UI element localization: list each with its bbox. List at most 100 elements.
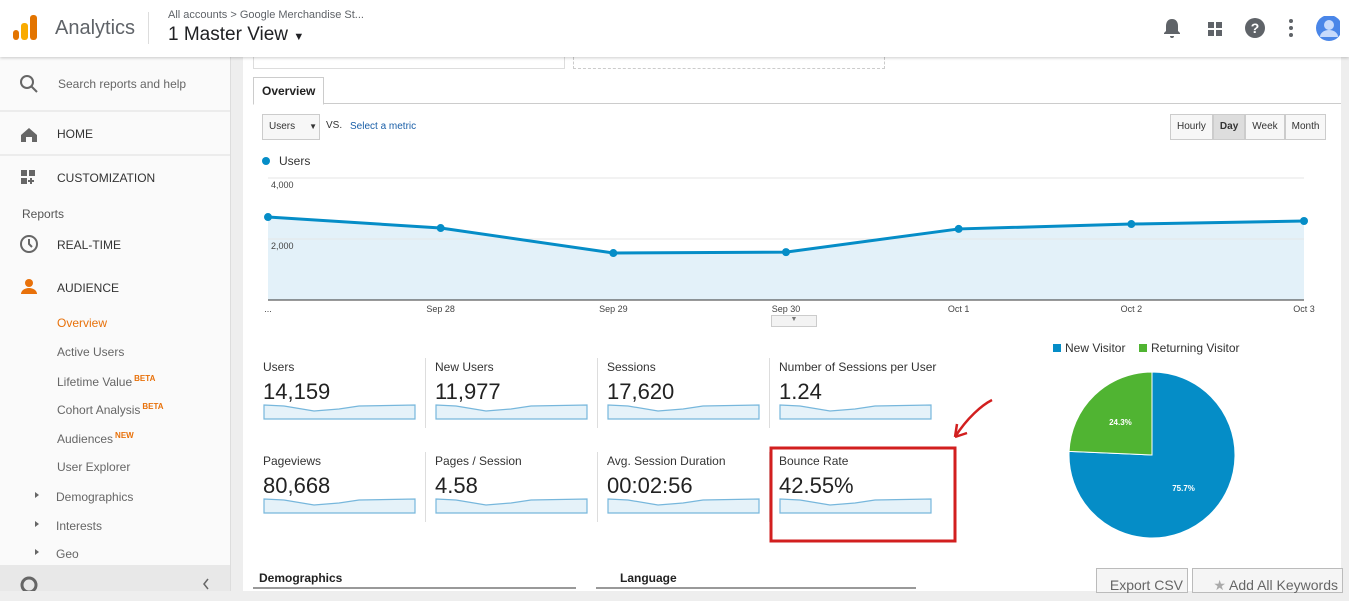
section-title: Language — [620, 571, 677, 585]
help-icon[interactable] — [1245, 18, 1265, 38]
point — [609, 249, 618, 258]
metric-dropdown[interactable]: Users ▼ — [262, 114, 320, 140]
notifications-icon[interactable] — [1164, 19, 1180, 38]
scorecard-value: 17,620 — [607, 379, 675, 404]
view-name[interactable]: 1 Master View — [168, 24, 289, 45]
nav-audience[interactable]: AUDIENCE — [57, 281, 120, 295]
nav-item[interactable]: Active Users — [57, 345, 124, 359]
tab[interactable]: Overview — [253, 77, 325, 105]
apps-icon[interactable] — [1208, 22, 1222, 36]
metric-name[interactable]: Users — [269, 121, 296, 132]
scorecard-label: Pageviews — [263, 454, 322, 468]
breadcrumb[interactable]: All accounts > Google Merchandise St... — [168, 9, 364, 21]
keywords-button[interactable]: ★ Add All Keywords — [1192, 568, 1343, 593]
legend-marker — [262, 157, 270, 165]
x-tick-label: ... — [264, 304, 272, 314]
x-tick-label: Sep 28 — [426, 304, 455, 314]
divider — [597, 452, 598, 522]
logo — [13, 15, 37, 40]
sparkline — [779, 404, 932, 420]
nav-realtime[interactable]: REAL-TIME — [57, 238, 122, 252]
scorecard-value: 42.55% — [779, 473, 854, 498]
vs-label: VS. — [326, 120, 343, 131]
nav-label[interactable]: Lifetime Value — [57, 374, 133, 389]
panel — [253, 57, 565, 69]
scorecard-label: Users — [263, 360, 295, 374]
scorecard-label: Pages / Session — [435, 454, 522, 468]
legend-swatch — [1053, 344, 1061, 352]
scorecard-value: 11,977 — [435, 379, 501, 404]
svg-text:?: ? — [1251, 20, 1260, 36]
divider — [597, 358, 598, 428]
slice-label: 75.7% — [1172, 484, 1195, 493]
y-tick-label: 4,000 — [271, 180, 294, 190]
divider — [148, 12, 149, 44]
nav-label[interactable]: Overview — [57, 316, 108, 330]
nav-group[interactable]: Interests — [56, 518, 103, 533]
settings-icon[interactable] — [20, 576, 38, 591]
nav-label[interactable]: User Explorer — [57, 460, 131, 474]
x-tick-label: Oct 2 — [1121, 304, 1143, 314]
y-tick-label: 2,000 — [271, 241, 294, 251]
sparkline — [435, 498, 588, 514]
scorecard-value: 14,159 — [263, 379, 331, 404]
slice-label: 24.3% — [1109, 418, 1132, 427]
select-metric[interactable]: Select a metric — [350, 121, 417, 132]
point — [436, 224, 445, 233]
nav-customization[interactable]: CUSTOMIZATION — [57, 171, 156, 185]
nav-label[interactable]: Cohort Analysis — [57, 403, 141, 418]
sparkline — [607, 404, 760, 420]
granularity-button[interactable]: Week — [1245, 114, 1285, 140]
header-icons: ? — [1164, 16, 1340, 41]
nav-item[interactable]: Audiences NEW — [57, 431, 134, 446]
sparkline — [779, 498, 932, 514]
scorecard-label: Avg. Session Duration — [607, 454, 726, 468]
nav-item[interactable]: Lifetime Value BETA — [57, 374, 155, 389]
view-selector[interactable]: 1 Master View ▼ — [168, 24, 305, 45]
nav-item[interactable]: User Explorer — [57, 460, 130, 474]
granularity-button[interactable]: Hourly — [1170, 114, 1213, 140]
collapse-icon[interactable] — [203, 578, 209, 590]
legend-label: Returning Visitor — [1151, 341, 1240, 355]
nav-item[interactable]: Overview — [57, 316, 107, 330]
search-box[interactable]: Search reports and help — [58, 77, 187, 91]
x-tick-label: Sep 30 — [772, 304, 801, 314]
nav-group[interactable]: Geo — [56, 547, 79, 562]
sparkline — [607, 498, 760, 514]
granularity-button[interactable]: Day — [1212, 114, 1246, 140]
sparkline — [263, 404, 416, 420]
nav-item[interactable]: Cohort Analysis BETA — [57, 402, 164, 417]
sidebar-icons — [0, 75, 230, 591]
scorecard-value: 80,668 — [263, 473, 331, 498]
scorecard-value: 4.58 — [435, 473, 478, 498]
x-tick-label: Sep 29 — [599, 304, 628, 314]
scorecard-label: Number of Sessions per User — [779, 360, 937, 374]
product-name: Analytics — [55, 17, 136, 39]
sparkline — [435, 404, 588, 420]
divider — [425, 358, 426, 428]
export-button[interactable]: Export CSV — [1096, 568, 1188, 593]
nav-home[interactable]: HOME — [57, 127, 93, 141]
badge: NEW — [115, 431, 134, 441]
legend-label: New Visitor — [1065, 341, 1125, 355]
point — [264, 213, 272, 222]
legend-label: Users — [279, 154, 310, 168]
series-area — [268, 217, 1304, 300]
chart-toggle[interactable]: ▼ — [771, 315, 817, 327]
nav-group[interactable]: Demographics — [56, 490, 134, 504]
more-icon[interactable] — [1289, 19, 1293, 37]
nav-label[interactable]: Active Users — [57, 344, 125, 359]
divider — [769, 358, 770, 428]
point — [1127, 220, 1136, 229]
legend-swatch — [1139, 344, 1147, 352]
granularity-button[interactable]: Month — [1284, 114, 1327, 140]
x-tick-label: Oct 3 — [1293, 304, 1315, 314]
scorecard-value: 1.24 — [779, 379, 822, 404]
nav-label[interactable]: Audiences — [57, 432, 114, 447]
scorecard-label: New Users — [435, 360, 494, 374]
granularity: Hourly Day Week Month — [1170, 114, 1327, 140]
badge: BETA — [142, 402, 164, 412]
keywords-label[interactable]: Add All Keywords — [1229, 577, 1338, 593]
